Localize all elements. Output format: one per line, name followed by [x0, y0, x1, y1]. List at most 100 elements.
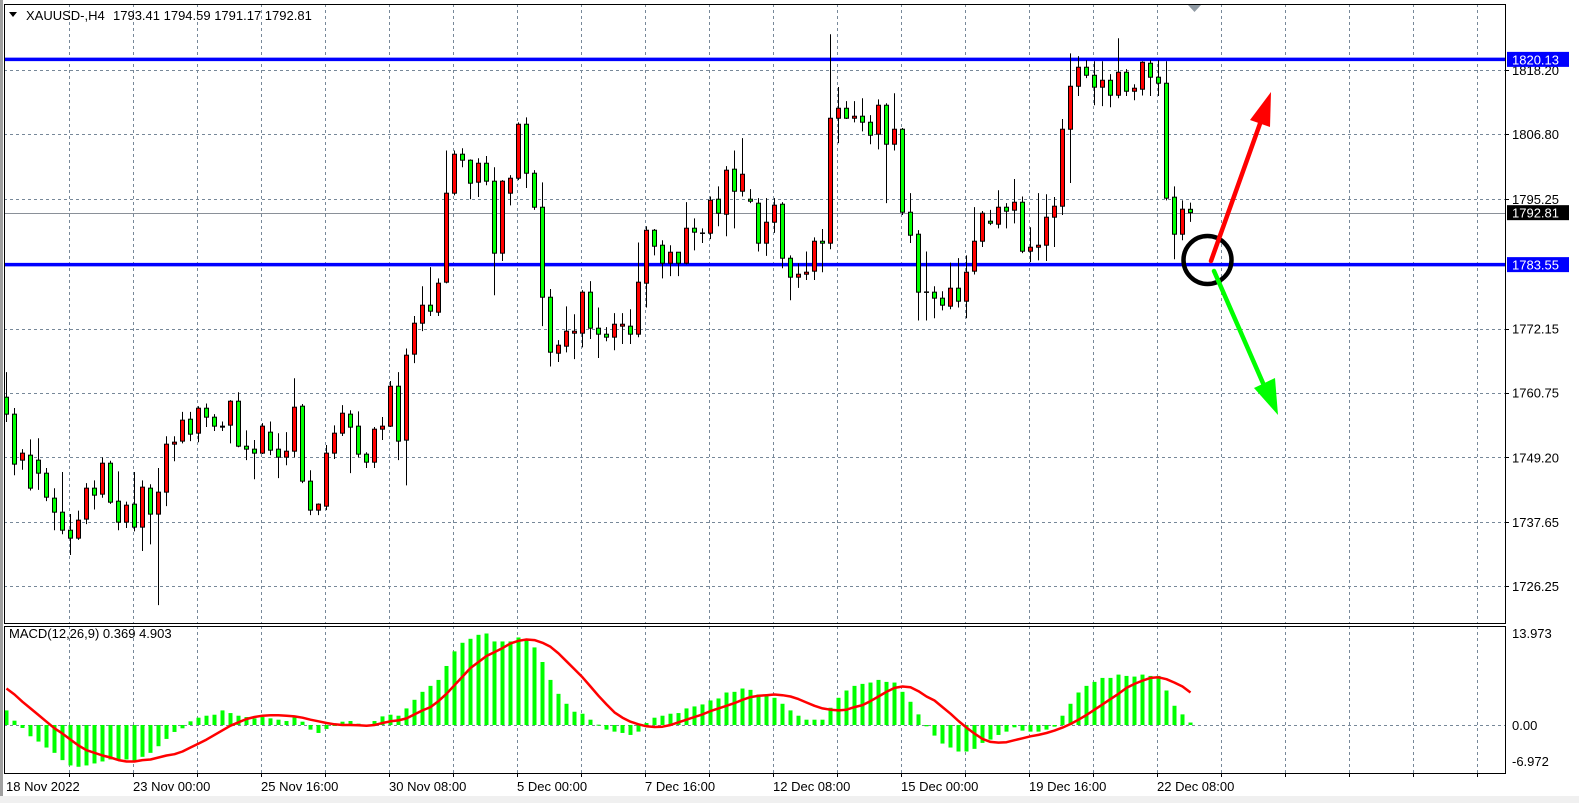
- candle-body: [908, 211, 913, 236]
- up-arrow-shaft[interactable]: [1208, 115, 1265, 264]
- candle: [1052, 197, 1057, 247]
- candle-body: [684, 227, 689, 264]
- candle: [180, 411, 185, 444]
- macd-histogram-bar: [108, 724, 113, 760]
- candle: [116, 471, 121, 531]
- candle: [924, 251, 929, 321]
- candle-body: [380, 425, 385, 430]
- macd-histogram-bar: [28, 724, 33, 737]
- candle-body: [556, 344, 561, 354]
- macd-histogram-bar: [556, 693, 561, 725]
- candle: [428, 267, 433, 316]
- candle-body: [1036, 244, 1041, 248]
- candle-body: [540, 206, 545, 298]
- candle-body: [460, 153, 465, 161]
- candle: [164, 436, 169, 507]
- candle-body: [972, 240, 977, 272]
- macd-histogram-bar: [932, 724, 937, 736]
- candle-body: [532, 172, 537, 208]
- macd-histogram-bar: [828, 707, 833, 725]
- candle: [956, 258, 961, 308]
- candle: [148, 484, 153, 545]
- candle: [1076, 56, 1081, 97]
- price-tick-label: 1806.80: [1512, 127, 1559, 142]
- candle: [660, 240, 665, 279]
- candle-body: [652, 229, 657, 247]
- candle: [212, 414, 217, 431]
- candle: [916, 230, 921, 321]
- candle: [492, 167, 497, 296]
- candle: [900, 128, 905, 215]
- candle: [652, 228, 657, 256]
- candle: [500, 180, 505, 261]
- candle-body: [468, 159, 473, 184]
- candle: [300, 404, 305, 484]
- candle: [1148, 60, 1153, 97]
- candle-body: [916, 233, 921, 293]
- candle-body: [524, 123, 529, 174]
- macd-histogram-bar: [676, 713, 681, 725]
- candle: [828, 34, 833, 250]
- time-label: 30 Nov 08:00: [389, 779, 466, 794]
- candle: [140, 480, 145, 552]
- candle-body: [1004, 206, 1009, 212]
- time-label: 5 Dec 00:00: [517, 779, 587, 794]
- candle: [548, 289, 553, 367]
- candle-body: [340, 412, 345, 434]
- candle-body: [660, 244, 665, 264]
- candle-body: [892, 128, 897, 145]
- horizontal-levels[interactable]: [4, 57, 1505, 267]
- candle-body: [180, 419, 185, 442]
- candle: [972, 207, 977, 275]
- candle: [796, 263, 801, 288]
- candle-body: [268, 431, 273, 451]
- down-arrow-shaft[interactable]: [1211, 268, 1269, 393]
- window-left-edge: [0, 0, 3, 796]
- candle: [1084, 60, 1089, 79]
- candle: [572, 314, 577, 360]
- candle: [420, 286, 425, 332]
- candle: [812, 237, 817, 281]
- candle-body: [188, 418, 193, 435]
- macd-histogram-bar: [12, 720, 17, 725]
- candle: [1100, 61, 1105, 107]
- annotations[interactable]: [1181, 92, 1279, 415]
- candle-body: [844, 107, 849, 119]
- candle: [1180, 200, 1185, 241]
- candle: [980, 211, 985, 247]
- macd-histogram-bar: [908, 701, 913, 725]
- candle: [740, 138, 745, 197]
- candle: [564, 306, 569, 353]
- candle-body: [1092, 74, 1097, 88]
- candle: [332, 425, 337, 460]
- candle-body: [52, 497, 57, 513]
- candle: [892, 93, 897, 151]
- candle: [708, 196, 713, 240]
- candle: [700, 228, 705, 244]
- candle: [516, 122, 521, 181]
- macd-histogram-bar: [148, 724, 153, 753]
- candle: [380, 416, 385, 440]
- macd-histogram-bar: [516, 637, 521, 725]
- candle: [276, 433, 281, 479]
- chart-shift-marker-icon[interactable]: [1188, 5, 1201, 12]
- candle: [1116, 38, 1121, 99]
- marker-circle[interactable]: [1181, 233, 1234, 287]
- macd-histogram-bar: [1012, 724, 1017, 728]
- macd-histogram-bar: [172, 724, 177, 732]
- triangle-down-icon[interactable]: [9, 12, 17, 17]
- candle: [884, 103, 889, 204]
- macd-histogram-bar: [772, 697, 777, 725]
- candle-body: [356, 425, 361, 455]
- candle-body: [812, 240, 817, 272]
- candle-body: [980, 212, 985, 242]
- candle: [260, 423, 265, 454]
- candle: [580, 290, 585, 348]
- down-arrow-icon[interactable]: [1254, 378, 1278, 415]
- up-arrow-icon[interactable]: [1250, 92, 1271, 127]
- candle-body: [1100, 79, 1105, 88]
- macd-histogram-bar: [1148, 675, 1153, 725]
- time-label: 23 Nov 00:00: [133, 779, 210, 794]
